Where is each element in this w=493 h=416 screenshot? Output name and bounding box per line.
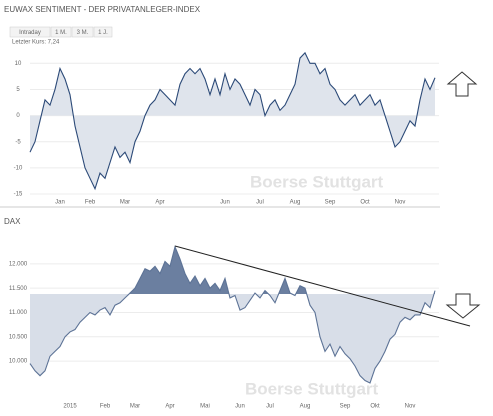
x-tick-label: Jan	[55, 200, 65, 206]
range-button[interactable]	[9, 26, 51, 38]
y-tick-label: -15	[14, 192, 23, 198]
watermark: Boerse Stuttgart	[250, 172, 384, 191]
y-tick-label: 11.500	[9, 286, 28, 292]
watermark: Boerse Stuttgart	[245, 379, 379, 398]
x-tick-label: Jun	[220, 200, 230, 206]
x-tick-label: Jun	[235, 404, 245, 410]
x-tick-label: Nov	[395, 200, 406, 206]
up-arrow-icon	[446, 71, 478, 97]
x-tick-label: Sep	[325, 200, 336, 206]
x-tick-label: Nov	[405, 404, 416, 410]
x-tick-label: Mai	[200, 404, 210, 410]
range-button-label[interactable]: Intraday	[19, 30, 41, 36]
x-tick-label: Feb	[85, 200, 96, 206]
x-tick-label: Mar	[130, 404, 140, 410]
x-tick-label: Sep	[340, 404, 351, 410]
y-tick-label: -10	[14, 165, 23, 171]
trend-line	[174, 245, 471, 327]
area-below	[30, 115, 435, 189]
area-below	[30, 294, 435, 383]
x-tick-label: Feb	[100, 404, 111, 410]
last-price: Letzter Kurs: 7,24	[12, 40, 60, 46]
chart-title: EUWAX SENTIMENT - DER PRIVATANLEGER-INDE…	[4, 5, 201, 14]
x-tick-label: 2015	[63, 404, 77, 410]
x-tick-label: Apr	[165, 404, 174, 410]
x-tick-label: Aug	[290, 200, 301, 206]
down-arrow-icon	[445, 293, 481, 319]
area-above	[41, 52, 435, 116]
y-tick-label: 11.000	[9, 310, 28, 316]
y-tick-label: 10	[15, 61, 22, 67]
range-button[interactable]	[93, 26, 113, 38]
x-tick-label: Oct	[360, 200, 370, 206]
y-tick-label: 10.000	[9, 359, 28, 365]
y-tick-label: 0	[16, 113, 20, 119]
dax-chart: DAX 12.000 11.500 11.000 10.500 10.000 Boerse …	[4, 217, 439, 410]
y-tick-label: 10.500	[9, 334, 28, 340]
x-tick-label: Apr	[155, 200, 164, 206]
range-button[interactable]	[50, 26, 72, 38]
sentiment-chart: EUWAX SENTIMENT - DER PRIVATANLEGER-INDE…	[4, 5, 439, 206]
y-tick-label: -5	[15, 139, 21, 145]
range-button-label[interactable]: 1 J.	[98, 30, 108, 36]
x-tick-label: Aug	[300, 404, 311, 410]
line	[29, 245, 436, 384]
y-tick-label: 12.000	[9, 261, 28, 267]
x-tick-label: Okt	[370, 404, 380, 410]
chart-title: DAX	[4, 217, 21, 226]
y-tick-label: 5	[16, 87, 20, 93]
range-button[interactable]	[71, 26, 94, 38]
x-tick-label: Mar	[120, 200, 130, 206]
line	[29, 51, 436, 191]
x-tick-label: Jul	[256, 200, 264, 206]
range-button-label[interactable]: 3 M.	[77, 30, 89, 36]
range-button-label[interactable]: 1 M.	[55, 30, 67, 36]
x-tick-label: Jul	[266, 404, 274, 410]
